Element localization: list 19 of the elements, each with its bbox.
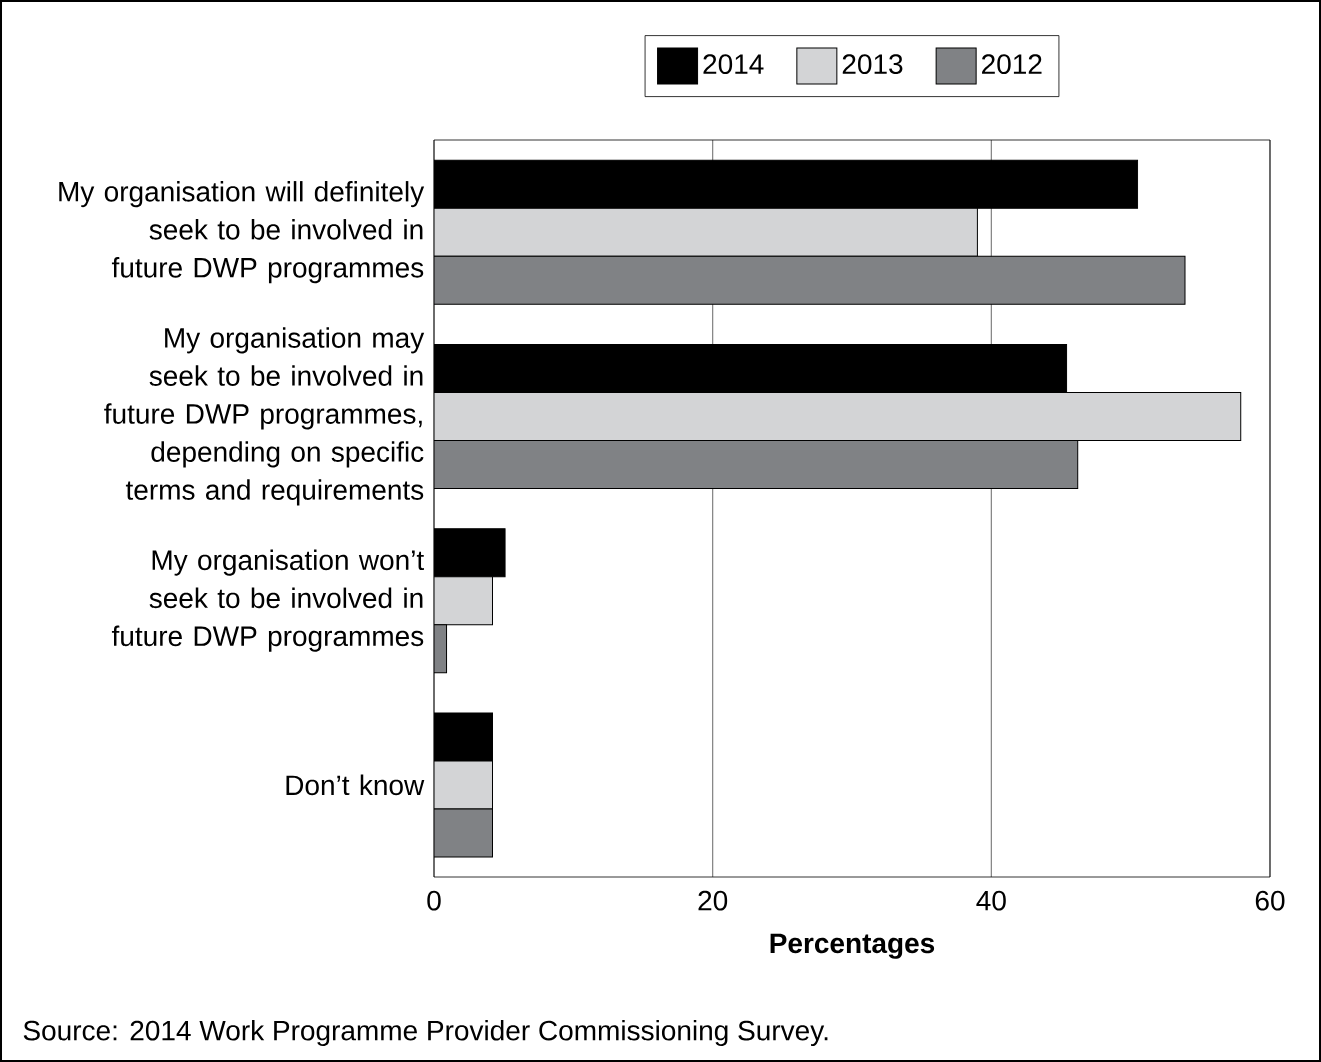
bar bbox=[434, 255, 1186, 305]
x-tick-label: 40 bbox=[976, 890, 1006, 911]
y-tick-label: My organisation won’t seek to be involved in future DWP programmes bbox=[111, 549, 425, 652]
y-tick-label: My organisation will definitely seek to be involved in future DWP programmes bbox=[59, 181, 425, 284]
y-tick-label: My organisation may seek to be involved in future DWP programmes, depending on specific terms and requirements bbox=[104, 327, 425, 506]
legend-label: 2013 bbox=[842, 54, 903, 75]
x-tick-label: 20 bbox=[698, 890, 728, 911]
bar bbox=[434, 808, 494, 858]
bar bbox=[434, 760, 494, 810]
source-note: Source: 2014 Work Programme Provider Commissioning Survey. bbox=[23, 1019, 828, 1047]
bar bbox=[434, 207, 978, 257]
legend-label: 2014 bbox=[703, 54, 764, 75]
bar bbox=[434, 391, 1242, 441]
bar bbox=[434, 576, 494, 626]
x-tick-label: 60 bbox=[1255, 890, 1285, 911]
y-tick-label: Don’t know bbox=[286, 774, 425, 796]
x-tick-label: 0 bbox=[427, 890, 441, 911]
legend-label: 2012 bbox=[982, 54, 1042, 75]
x-axis-title: Percentages bbox=[770, 933, 935, 959]
